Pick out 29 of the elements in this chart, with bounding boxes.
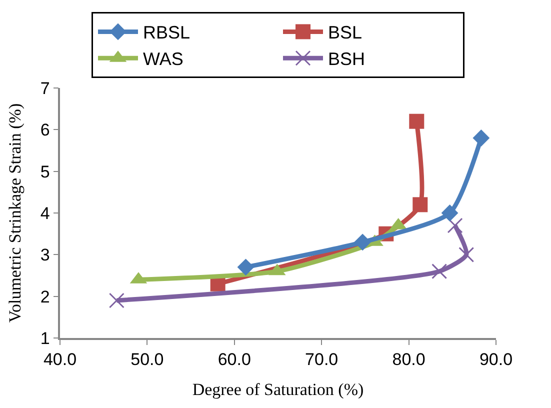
y-tick-label: 5	[40, 162, 50, 182]
y-tick-label: 2	[40, 287, 50, 306]
legend-label: WAS	[143, 49, 184, 70]
legend-label: BSH	[328, 49, 366, 70]
point	[441, 204, 458, 222]
y-axis-title: Volumetric Strinkage Strain (%)	[5, 103, 24, 323]
x-tick-label: 60.0	[218, 350, 251, 370]
legend-label: RBSL	[143, 22, 190, 43]
point	[432, 264, 448, 280]
legend-label: BSL	[328, 22, 362, 43]
point	[472, 130, 490, 146]
point	[237, 258, 254, 276]
point	[108, 292, 124, 308]
y-tick-label: 3	[40, 246, 50, 265]
x-tick-label: 70.0	[305, 350, 338, 370]
point	[458, 246, 474, 262]
y-tick-label: 6	[40, 120, 50, 140]
x-tick-label: 90.0	[479, 350, 513, 370]
point	[409, 114, 424, 129]
x-tick-label: 50.0	[130, 350, 164, 370]
y-tick-label: 7	[40, 78, 50, 98]
point	[412, 197, 428, 212]
point	[354, 234, 372, 251]
x-axis-title: Degree of Saturation (%)	[192, 380, 364, 400]
y-tick-label: 4	[40, 204, 50, 223]
x-tick-label: 40.0	[43, 350, 77, 370]
y-tick-label: 1	[40, 328, 50, 348]
x-tick-label: 80.0	[392, 350, 426, 370]
point	[447, 218, 463, 234]
